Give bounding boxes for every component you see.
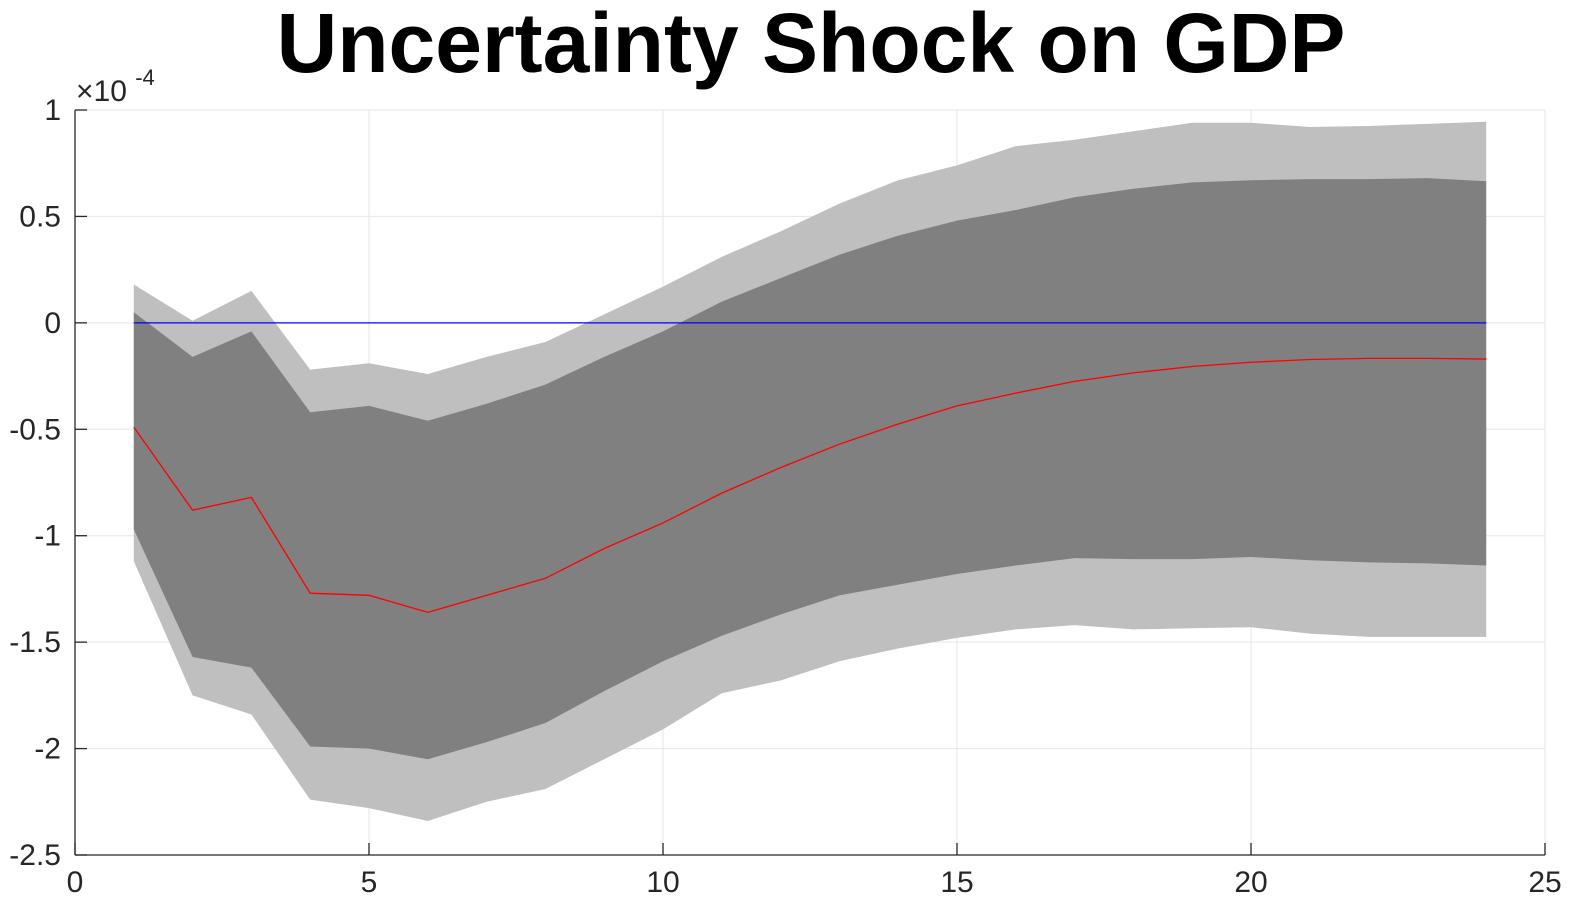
x-tick-label: 15 xyxy=(940,866,973,899)
x-tick-label: 25 xyxy=(1528,866,1561,899)
y-tick-label: -1 xyxy=(34,520,61,553)
x-tick-label: 10 xyxy=(646,866,679,899)
y-tick-label: -1.5 xyxy=(9,626,61,659)
y-tick-label: -0.5 xyxy=(9,413,61,446)
y-tick-label: 1 xyxy=(44,94,61,127)
y-tick-label: -2.5 xyxy=(9,839,61,872)
y-multiplier: ×10 -4 xyxy=(76,65,155,108)
axes xyxy=(74,109,1546,856)
y-tick-label: 0 xyxy=(44,307,61,340)
chart-title: Uncertainty Shock on GDP xyxy=(277,0,1346,90)
confidence-bands xyxy=(133,121,1487,821)
y-multiplier-exponent: -4 xyxy=(135,65,155,90)
y-tick-label: -2 xyxy=(34,733,61,766)
y-tick-labels: -2.5 -2 -1.5 -1 -0.5 0 0.5 1 xyxy=(9,94,61,872)
y-tick-label: 0.5 xyxy=(19,200,61,233)
series-line-2 xyxy=(133,357,1487,614)
x-tick-labels: 0 5 10 15 20 25 xyxy=(67,866,1562,899)
y-multiplier-base: ×10 xyxy=(76,75,127,108)
x-tick-label: 20 xyxy=(1234,866,1267,899)
series-lines xyxy=(133,322,1487,614)
x-tick-label: 5 xyxy=(361,866,378,899)
x-tick-label: 0 xyxy=(67,866,84,899)
